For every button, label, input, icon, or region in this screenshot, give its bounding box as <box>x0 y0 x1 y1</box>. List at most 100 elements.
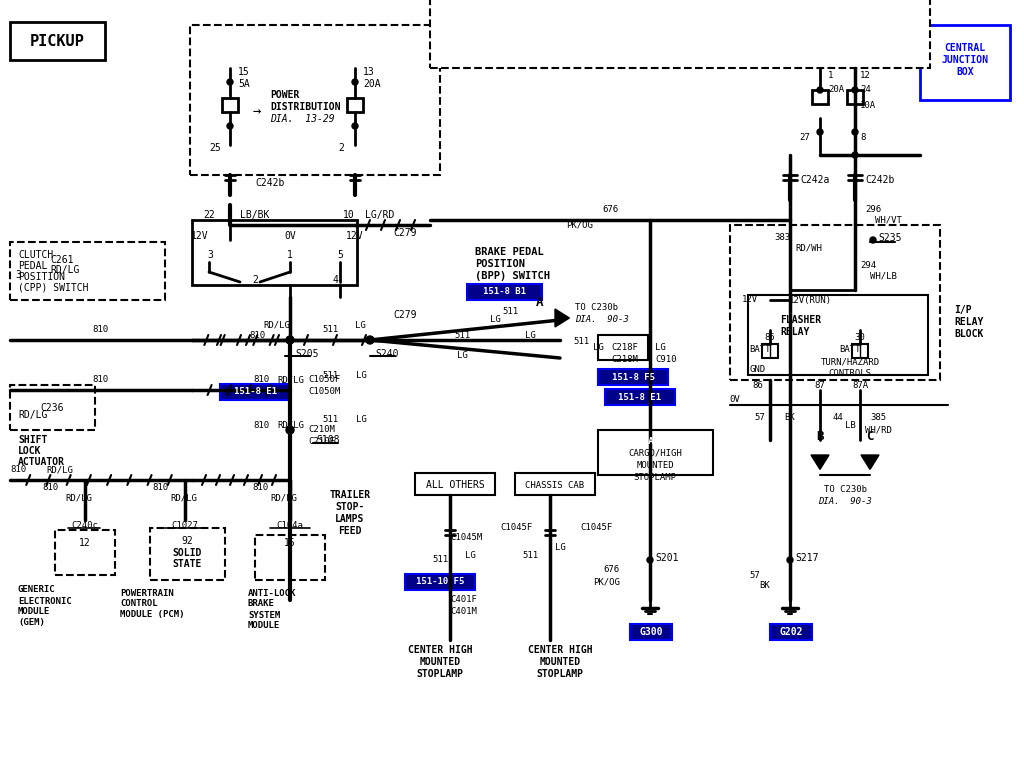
Text: 810: 810 <box>249 332 265 341</box>
Text: C218F: C218F <box>611 344 638 353</box>
Text: 57: 57 <box>755 413 765 422</box>
Text: MODULE (PCM): MODULE (PCM) <box>120 610 184 619</box>
Text: 1: 1 <box>287 250 293 260</box>
Text: 810: 810 <box>152 484 168 493</box>
Text: 810: 810 <box>254 375 270 385</box>
Text: S217: S217 <box>795 553 818 563</box>
Text: →: → <box>253 104 261 118</box>
Text: 151-10 F5: 151-10 F5 <box>416 578 464 587</box>
Text: POWER: POWER <box>270 90 299 100</box>
Circle shape <box>852 152 858 158</box>
Bar <box>220 384 290 400</box>
Text: RD/LG: RD/LG <box>50 265 80 275</box>
Text: SHIFT: SHIFT <box>18 435 47 445</box>
Polygon shape <box>861 455 879 469</box>
Bar <box>748 295 928 375</box>
Text: STATE: STATE <box>172 559 202 569</box>
Circle shape <box>286 336 294 344</box>
Text: LG: LG <box>490 316 501 325</box>
Text: FLASHER: FLASHER <box>780 315 821 325</box>
Text: ELECTRONIC: ELECTRONIC <box>18 597 72 606</box>
Text: 86: 86 <box>753 381 763 390</box>
Text: 810: 810 <box>254 420 270 429</box>
Text: 87: 87 <box>815 381 825 390</box>
Text: 3: 3 <box>207 250 213 260</box>
Bar <box>222 98 238 112</box>
Text: 5A: 5A <box>238 79 250 89</box>
Text: A: A <box>537 295 544 309</box>
Text: SOLID: SOLID <box>172 548 202 558</box>
Text: 20A: 20A <box>828 86 844 95</box>
Bar <box>847 90 863 104</box>
Text: C401M: C401M <box>450 606 477 615</box>
Text: C236: C236 <box>40 403 63 413</box>
Text: 0V: 0V <box>730 395 740 404</box>
Bar <box>762 344 778 358</box>
Text: LG: LG <box>524 332 536 341</box>
Text: S240: S240 <box>375 349 398 359</box>
Text: 1: 1 <box>828 70 834 79</box>
Text: LG: LG <box>457 350 467 360</box>
Bar <box>255 535 325 580</box>
Text: LG: LG <box>356 416 367 425</box>
Circle shape <box>787 557 793 563</box>
Text: (BPP) SWITCH: (BPP) SWITCH <box>475 271 550 281</box>
Bar <box>598 335 648 360</box>
Text: RD/LG: RD/LG <box>65 494 92 503</box>
Text: CENTER HIGH: CENTER HIGH <box>527 645 592 655</box>
Text: PK/OG: PK/OG <box>566 220 594 229</box>
Text: 8: 8 <box>860 133 865 142</box>
Bar <box>605 389 675 405</box>
Text: STOPLAMP: STOPLAMP <box>634 472 677 481</box>
Text: BRAKE: BRAKE <box>248 600 274 609</box>
Text: G202: G202 <box>779 627 803 637</box>
Text: 13: 13 <box>362 67 375 77</box>
Text: LG: LG <box>593 344 604 353</box>
Text: 511: 511 <box>454 332 470 341</box>
Text: C1045M: C1045M <box>450 532 482 541</box>
Text: 12: 12 <box>79 538 91 548</box>
Text: LG: LG <box>555 544 565 553</box>
Text: CHASSIS CAB: CHASSIS CAB <box>525 481 585 490</box>
Text: 15: 15 <box>284 538 296 548</box>
Text: 296: 296 <box>865 205 881 214</box>
Text: 0V: 0V <box>284 231 296 241</box>
Bar <box>852 344 868 358</box>
Text: LB/BK: LB/BK <box>240 210 269 220</box>
Text: LG/RD: LG/RD <box>365 210 394 220</box>
Circle shape <box>286 426 294 434</box>
Bar <box>55 530 115 575</box>
Text: LAMPS: LAMPS <box>335 514 365 524</box>
Text: 15: 15 <box>238 67 250 77</box>
Text: BK: BK <box>784 413 796 422</box>
Text: MOUNTED: MOUNTED <box>420 657 461 667</box>
Text: 4: 4 <box>332 275 338 285</box>
Text: 92: 92 <box>181 536 193 546</box>
Text: C279: C279 <box>393 310 417 320</box>
Text: CENTER HIGH: CENTER HIGH <box>408 645 472 655</box>
Text: S108: S108 <box>316 435 340 445</box>
Text: STOPLAMP: STOPLAMP <box>537 669 584 679</box>
Text: RD/LG: RD/LG <box>18 410 47 420</box>
Text: C242a: C242a <box>800 175 829 185</box>
Text: C218M: C218M <box>611 356 638 365</box>
Text: 676: 676 <box>604 565 620 575</box>
Text: LB: LB <box>845 420 855 429</box>
Text: BRAKE PEDAL: BRAKE PEDAL <box>475 247 544 257</box>
Bar <box>195 30 305 52</box>
Circle shape <box>852 87 858 93</box>
Circle shape <box>227 79 233 85</box>
Text: TURN/HAZARD: TURN/HAZARD <box>820 357 880 366</box>
Text: 151-8 F5: 151-8 F5 <box>611 372 654 382</box>
Text: POSITION: POSITION <box>475 259 525 269</box>
Text: LOCK: LOCK <box>18 446 42 456</box>
Text: 511: 511 <box>322 416 338 425</box>
Polygon shape <box>555 309 569 327</box>
Text: GENERIC: GENERIC <box>18 585 55 594</box>
Text: 511: 511 <box>322 326 338 335</box>
Bar <box>770 624 812 640</box>
Text: SYSTEM: SYSTEM <box>248 610 281 619</box>
Text: I/P: I/P <box>954 305 972 315</box>
Text: RD/LG: RD/LG <box>263 320 291 329</box>
Text: WH/LB: WH/LB <box>870 272 897 281</box>
